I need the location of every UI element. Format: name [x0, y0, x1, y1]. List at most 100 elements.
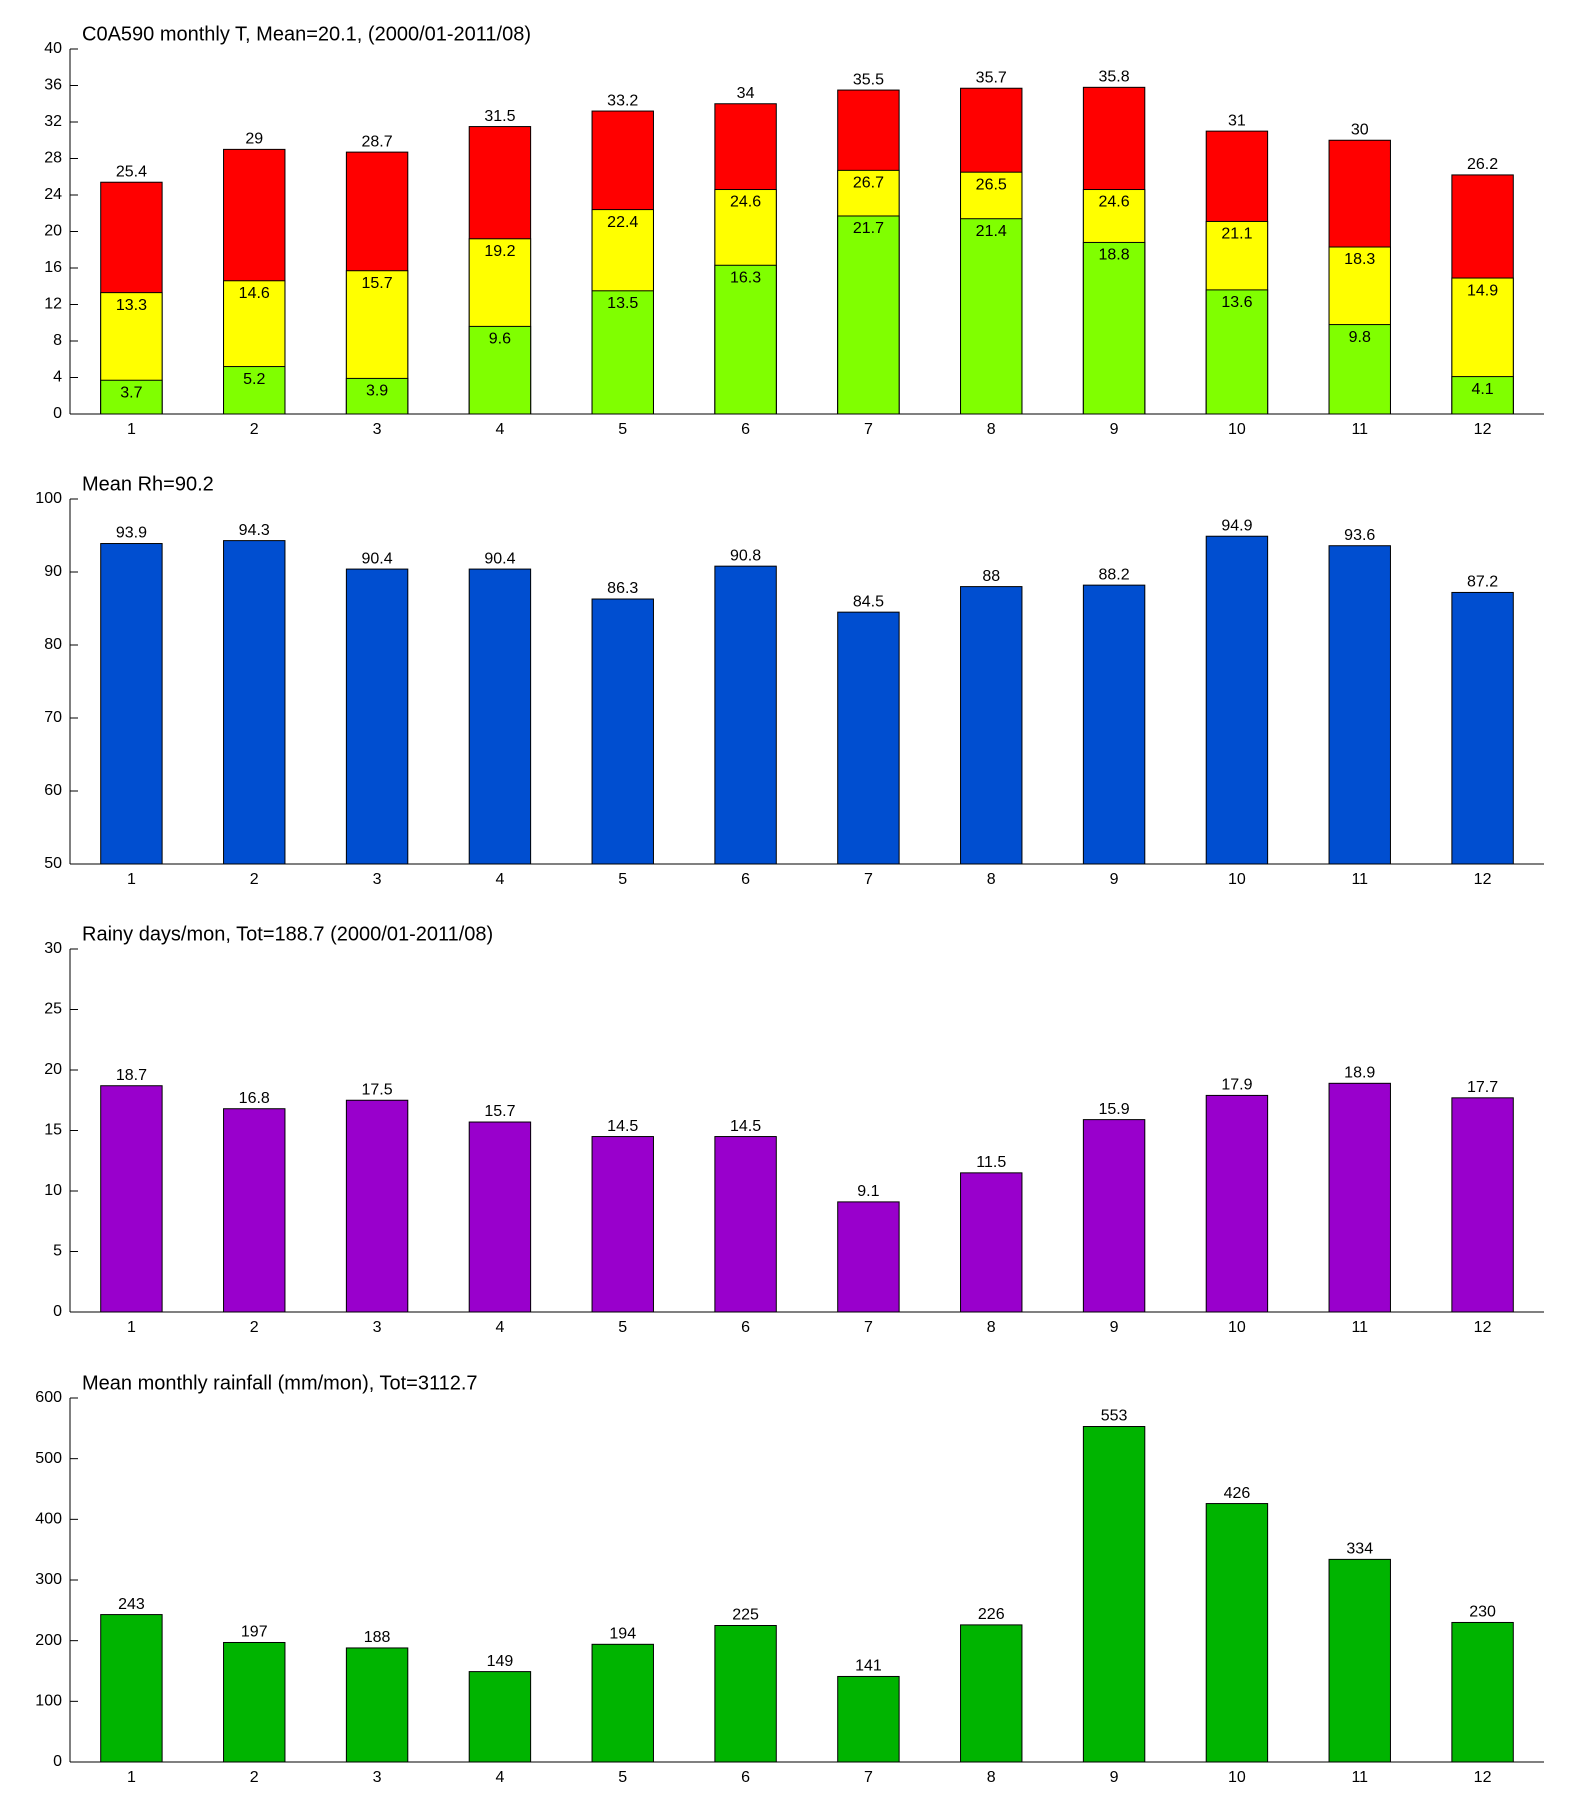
value-label: 21.7 — [853, 220, 884, 237]
x-tick-label: 3 — [373, 421, 382, 438]
value-label: 87.2 — [1467, 574, 1498, 591]
bar — [468, 325, 532, 415]
value-label: 230 — [1469, 1604, 1496, 1621]
y-tick-label: 32 — [44, 113, 62, 130]
value-label: 30 — [1351, 121, 1369, 138]
y-tick-label: 10 — [44, 1182, 62, 1199]
value-label: 18.9 — [1344, 1065, 1375, 1082]
y-tick-label: 90 — [44, 563, 62, 580]
bar — [591, 1643, 654, 1763]
value-label: 18.8 — [1099, 247, 1130, 264]
x-tick-label: 1 — [127, 1769, 136, 1786]
bar — [1328, 1558, 1391, 1763]
value-label: 86.3 — [607, 580, 638, 597]
bar — [837, 611, 900, 865]
value-label: 14.9 — [1467, 282, 1498, 299]
y-tick-label: 30 — [44, 940, 62, 957]
y-tick-label: 0 — [53, 1303, 62, 1320]
value-label: 15.7 — [484, 1103, 515, 1120]
x-tick-label: 2 — [250, 421, 259, 438]
value-label: 13.3 — [116, 297, 147, 314]
bar — [837, 1675, 900, 1763]
bar — [714, 565, 777, 865]
x-tick-label: 3 — [373, 1769, 382, 1786]
x-tick-label: 10 — [1228, 871, 1246, 888]
bar — [714, 1136, 777, 1313]
x-tick-label: 3 — [373, 1319, 382, 1336]
bar — [960, 1624, 1023, 1763]
value-label: 15.9 — [1099, 1101, 1130, 1118]
y-tick-label: 20 — [44, 223, 62, 240]
bar — [714, 264, 777, 415]
x-tick-label: 10 — [1228, 421, 1246, 438]
value-label: 13.5 — [607, 295, 638, 312]
value-label: 26.7 — [853, 175, 884, 192]
x-tick-label: 8 — [987, 871, 996, 888]
x-tick-label: 9 — [1110, 421, 1119, 438]
value-label: 24.6 — [730, 194, 761, 211]
value-label: 35.7 — [976, 69, 1007, 86]
value-label: 24.6 — [1099, 194, 1130, 211]
bar — [1328, 545, 1391, 865]
x-tick-label: 7 — [864, 1319, 873, 1336]
value-label: 9.8 — [1349, 329, 1371, 346]
value-label: 3.7 — [120, 384, 142, 401]
y-tick-label: 16 — [44, 259, 62, 276]
y-tick-label: 70 — [44, 709, 62, 726]
value-label: 3.9 — [366, 383, 388, 400]
x-tick-label: 2 — [250, 1769, 259, 1786]
bar — [1205, 1503, 1269, 1763]
value-label: 15.7 — [362, 275, 393, 292]
x-tick-label: 12 — [1474, 1769, 1492, 1786]
bar — [837, 1201, 900, 1313]
x-tick-label: 11 — [1351, 1769, 1368, 1786]
x-tick-label: 9 — [1110, 1319, 1119, 1336]
bar — [100, 543, 163, 865]
x-tick-label: 4 — [495, 1769, 504, 1786]
y-tick-label: 5 — [53, 1243, 62, 1260]
value-label: 28.7 — [362, 133, 393, 150]
y-tick-label: 40 — [44, 40, 62, 57]
value-label: 31 — [1228, 112, 1246, 129]
bar — [345, 1647, 409, 1763]
bar — [1082, 1119, 1146, 1313]
y-tick-label: 20 — [44, 1061, 62, 1078]
y-tick-label: 28 — [44, 150, 62, 167]
value-label: 88 — [982, 568, 1000, 585]
value-label: 226 — [978, 1606, 1005, 1623]
value-label: 34 — [737, 85, 755, 102]
bar — [1082, 584, 1146, 865]
value-label: 33.2 — [607, 92, 638, 109]
y-tick-label: 12 — [44, 296, 62, 313]
y-tick-label: 0 — [53, 1753, 62, 1770]
bar — [100, 1614, 163, 1763]
x-tick-label: 2 — [250, 1319, 259, 1336]
bar — [100, 1085, 163, 1313]
chart-title: Mean monthly rainfall (mm/mon), Tot=3112… — [82, 1372, 478, 1394]
x-tick-label: 10 — [1228, 1769, 1246, 1786]
value-label: 35.5 — [853, 71, 884, 88]
value-label: 17.9 — [1221, 1077, 1252, 1094]
x-tick-label: 4 — [495, 1319, 504, 1336]
value-label: 93.9 — [116, 525, 147, 542]
bar — [1328, 324, 1391, 415]
value-label: 194 — [609, 1626, 636, 1643]
value-label: 9.6 — [489, 331, 511, 348]
value-label: 149 — [487, 1653, 514, 1670]
y-tick-label: 500 — [35, 1450, 62, 1467]
chart-title: Rainy days/mon, Tot=188.7 (2000/01-2011/… — [82, 923, 493, 945]
x-tick-label: 5 — [618, 871, 627, 888]
y-tick-label: 50 — [44, 855, 62, 872]
bar — [1082, 241, 1146, 415]
value-label: 11.5 — [976, 1154, 1006, 1171]
x-tick-label: 2 — [250, 871, 259, 888]
value-label: 29 — [245, 131, 263, 148]
y-tick-label: 25 — [44, 1001, 62, 1018]
x-tick-label: 8 — [987, 1319, 996, 1336]
y-tick-label: 600 — [35, 1389, 62, 1406]
bar — [960, 1172, 1023, 1313]
x-tick-label: 1 — [127, 421, 136, 438]
value-label: 16.3 — [730, 269, 761, 286]
value-label: 17.7 — [1467, 1079, 1498, 1096]
